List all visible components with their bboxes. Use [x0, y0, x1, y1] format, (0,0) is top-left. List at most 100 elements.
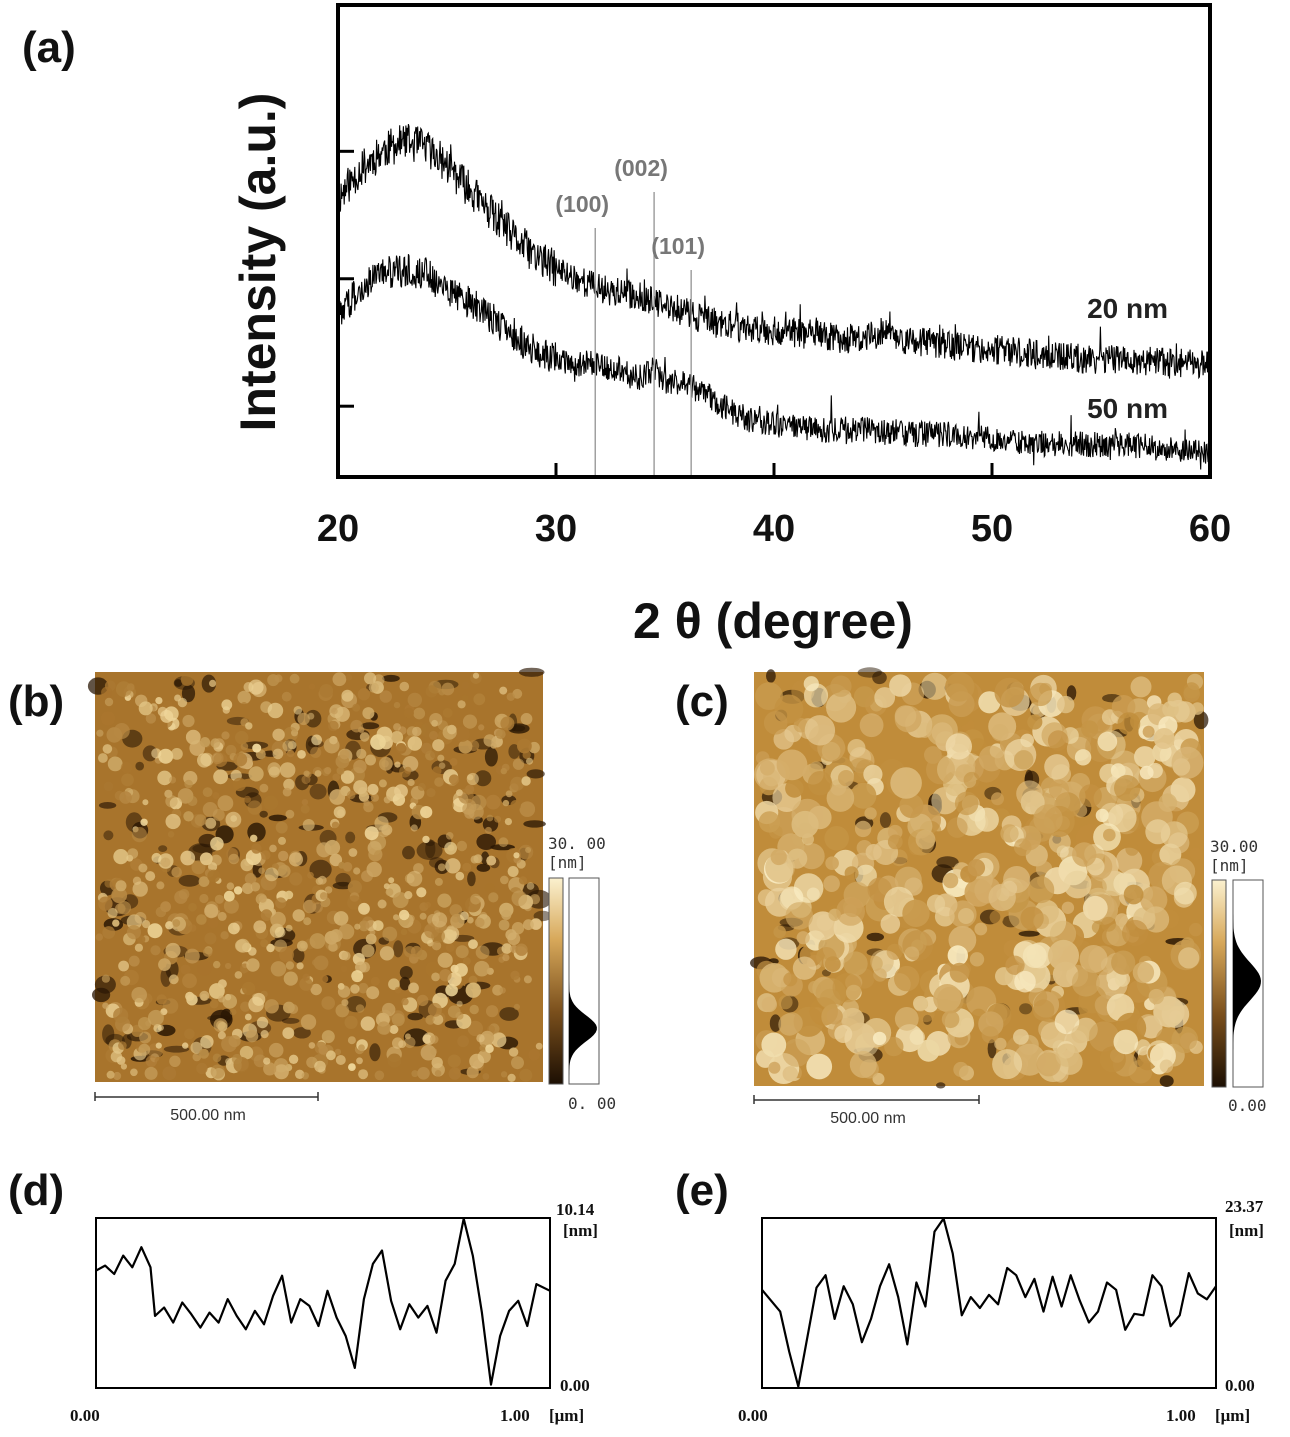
afm-grain	[915, 829, 936, 850]
afm-grain	[758, 811, 781, 833]
afm-grain	[180, 850, 196, 866]
afm-grain	[370, 734, 386, 750]
afm-grain	[498, 919, 510, 931]
colorbar-min-b: 0. 00	[568, 1094, 616, 1113]
afm-grain	[256, 1016, 269, 1029]
afm-grain	[217, 1021, 228, 1032]
afm-pit	[523, 820, 546, 828]
afm-grain	[151, 748, 162, 759]
afm-grain	[167, 831, 175, 838]
afm-grain	[168, 974, 179, 985]
afm-grain	[248, 766, 264, 782]
afm-grain	[338, 861, 346, 869]
afm-grain	[499, 686, 508, 695]
afm-grain	[272, 728, 285, 741]
afm-grain	[358, 902, 370, 915]
afm-grain	[104, 878, 114, 888]
afm-grain	[763, 711, 788, 735]
afm-grain	[345, 674, 353, 681]
afm-grain	[336, 766, 345, 775]
afm-grain	[992, 1049, 1023, 1080]
afm-grain	[324, 930, 339, 945]
afm-grain	[340, 770, 355, 784]
afm-grain	[314, 1060, 326, 1073]
afm-grain	[1028, 682, 1053, 707]
afm-grain	[328, 720, 339, 732]
afm-pit	[345, 831, 356, 844]
afm-grain	[484, 883, 495, 894]
afm-grain	[347, 895, 362, 910]
afm-grain	[180, 673, 194, 686]
afm-grain	[348, 848, 358, 857]
afm-pit	[476, 863, 491, 872]
y-axis-ticks	[338, 149, 354, 408]
afm-pit	[1159, 1075, 1174, 1087]
afm-grain	[1171, 746, 1204, 779]
afm-grain	[142, 799, 149, 806]
afm-grain	[183, 811, 194, 822]
afm-grain	[824, 826, 849, 851]
afm-grain	[1148, 988, 1165, 1005]
afm-grain	[1153, 728, 1175, 749]
afm-grain	[792, 956, 817, 980]
afm-grain	[437, 893, 452, 908]
afm-grain	[785, 779, 804, 798]
afm-grain	[285, 924, 293, 932]
afm-grain	[267, 762, 281, 776]
afm-pit	[309, 859, 332, 880]
afm-grain	[312, 902, 323, 913]
afm-grain	[258, 867, 265, 874]
afm-pit	[508, 744, 520, 759]
afm-grain	[190, 1041, 203, 1054]
afm-grain	[974, 922, 988, 936]
afm-grain	[521, 776, 531, 786]
afm-grain	[240, 1001, 251, 1012]
afm-grain	[388, 877, 395, 884]
afm-grain	[121, 773, 134, 787]
afm-grain	[510, 776, 525, 791]
afm-grain	[128, 955, 140, 967]
afm-grain	[301, 799, 309, 806]
afm-grain	[400, 928, 408, 936]
afm-grain	[101, 974, 110, 983]
afm-grain	[523, 975, 532, 984]
afm-grain	[164, 706, 179, 721]
afm-pit	[399, 976, 411, 991]
afm-grain	[775, 938, 797, 960]
afm-grain	[430, 750, 439, 759]
afm-grain	[1022, 944, 1047, 968]
afm-grain	[408, 982, 419, 994]
afm-grain	[511, 890, 528, 907]
x-tick-label: 20	[317, 508, 359, 550]
afm-grain	[395, 743, 407, 754]
afm-grain	[323, 737, 340, 754]
afm-grain	[403, 707, 414, 719]
afm-grain	[838, 770, 855, 787]
afm-grain	[180, 964, 191, 975]
y-max-label-d: 10.14	[556, 1200, 595, 1219]
afm-grain	[467, 1020, 483, 1037]
afm-grain	[199, 852, 213, 866]
afm-grain	[455, 871, 465, 881]
afm-grain	[519, 801, 536, 817]
afm-grain	[1125, 842, 1139, 856]
afm-grain	[278, 850, 289, 862]
afm-grain	[782, 1066, 798, 1082]
afm-grain	[447, 1005, 461, 1018]
afm-grain	[196, 1062, 208, 1075]
afm-grain	[510, 970, 520, 980]
afm-grain	[512, 758, 525, 770]
afm-grain	[500, 1071, 508, 1078]
afm-grain	[422, 835, 430, 844]
afm-grain	[1036, 1052, 1061, 1077]
afm-grain	[411, 1070, 419, 1078]
afm-grain	[220, 931, 229, 940]
afm-grain	[513, 852, 520, 859]
afm-grain	[501, 763, 510, 772]
afm-grain	[102, 1002, 109, 1009]
afm-grain	[329, 853, 343, 867]
afm-grain	[338, 923, 355, 940]
afm-grain	[884, 1036, 904, 1057]
afm-grain	[155, 906, 167, 918]
afm-grain	[345, 975, 353, 983]
